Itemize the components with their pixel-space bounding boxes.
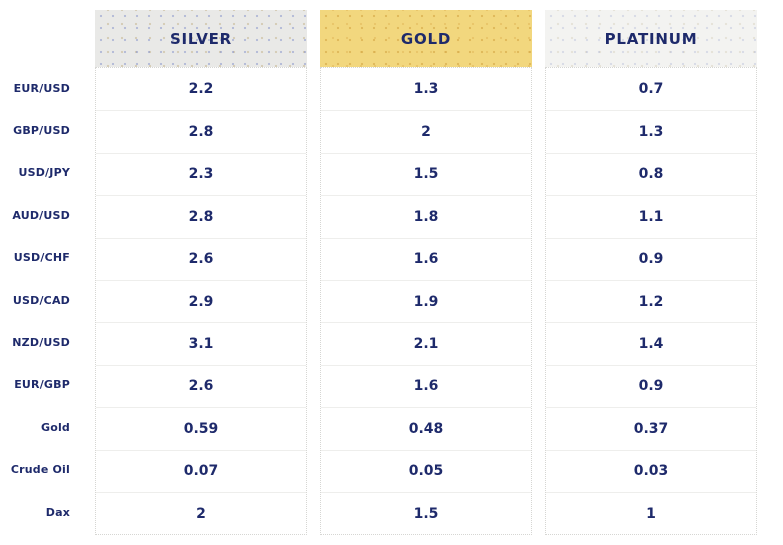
value-cell: 2.2 [188, 81, 214, 98]
silver-header-label: SILVER [169, 29, 233, 48]
value-cell: 2 [321, 110, 531, 152]
silver-column: SILVER 2.2 2.8 2.3 2.8 2.6 2.9 3.1 2.6 0.59 0.07 2 [95, 10, 307, 536]
value-cell: 1.2 [546, 279, 756, 322]
value-cell: 2.6 [96, 237, 306, 280]
spreads-comparison-table: EUR/USD GBP/USD USD/JPY AUD/USD USD/CHF USD/C… [0, 10, 757, 536]
value-cell: 2.8 [96, 110, 306, 152]
row-label: EUR/USD [13, 81, 70, 95]
row-labels-column: EUR/USD GBP/USD USD/JPY AUD/USD USD/CHF USD/C… [0, 10, 82, 535]
value-cell: 3.1 [96, 322, 306, 364]
platinum-header: PLATINUM [545, 10, 757, 67]
value-cell: 0.37 [546, 407, 756, 449]
value-cell: 1.3 [413, 81, 439, 98]
value-cell: 1.3 [546, 110, 756, 152]
value-cell: 0.03 [546, 449, 756, 492]
value-cell: 1.4 [546, 322, 756, 364]
value-cell: 2.1 [321, 322, 531, 364]
row-label: Crude Oil [10, 463, 70, 477]
platinum-column: PLATINUM 0.7 1.3 0.8 1.1 0.9 1.2 1.4 0.9 0.37 0.0… [545, 10, 757, 536]
value-cell: 1 [546, 491, 756, 534]
value-cell: 2.3 [96, 152, 306, 195]
value-cell: 2.8 [96, 195, 306, 237]
value-cell: 0.07 [96, 449, 306, 492]
gold-cells: 1.3 2 1.5 1.8 1.6 1.9 2.1 1.6 0.48 0.05 1.5 [320, 67, 532, 536]
value-cell: 0.8 [546, 152, 756, 195]
value-cell: 1.9 [321, 279, 531, 322]
platinum-cells: 0.7 1.3 0.8 1.1 0.9 1.2 1.4 0.9 0.37 0.03 1 [545, 67, 757, 536]
row-label: Dax [45, 505, 70, 519]
row-label: USD/JPY [18, 166, 70, 180]
value-cell: 2.6 [96, 364, 306, 407]
row-label: USD/CAD [12, 293, 70, 307]
row-label: Gold [40, 420, 70, 434]
gold-header-label: GOLD [400, 29, 452, 48]
value-cell: 0.9 [546, 237, 756, 280]
value-cell: 1.6 [321, 364, 531, 407]
platinum-header-label: PLATINUM [604, 29, 698, 48]
value-cell: 0.7 [638, 81, 664, 98]
value-cell: 1.5 [321, 152, 531, 195]
row-label: USD/CHF [13, 251, 70, 265]
value-cell: 1.5 [321, 491, 531, 534]
value-cell: 1.8 [321, 195, 531, 237]
value-cell: 0.59 [96, 407, 306, 449]
row-label: GBP/USD [13, 124, 70, 138]
row-label: AUD/USD [12, 208, 70, 222]
value-cell: 1.1 [546, 195, 756, 237]
value-cell: 0.05 [321, 449, 531, 492]
value-cell: 1.6 [321, 237, 531, 280]
gold-header: GOLD [320, 10, 532, 67]
value-cell: 0.48 [321, 407, 531, 449]
value-cell: 2 [96, 491, 306, 534]
gold-column: GOLD 1.3 2 1.5 1.8 1.6 1.9 2.1 1.6 0.48 0.05 1.5 [320, 10, 532, 536]
header-spacer [0, 10, 82, 67]
silver-header: SILVER [95, 10, 307, 67]
row-label: EUR/GBP [14, 378, 70, 392]
silver-cells: 2.2 2.8 2.3 2.8 2.6 2.9 3.1 2.6 0.59 0.07 2 [95, 67, 307, 536]
value-cell: 0.9 [546, 364, 756, 407]
row-label: NZD/USD [12, 336, 70, 350]
value-cell: 2.9 [96, 279, 306, 322]
